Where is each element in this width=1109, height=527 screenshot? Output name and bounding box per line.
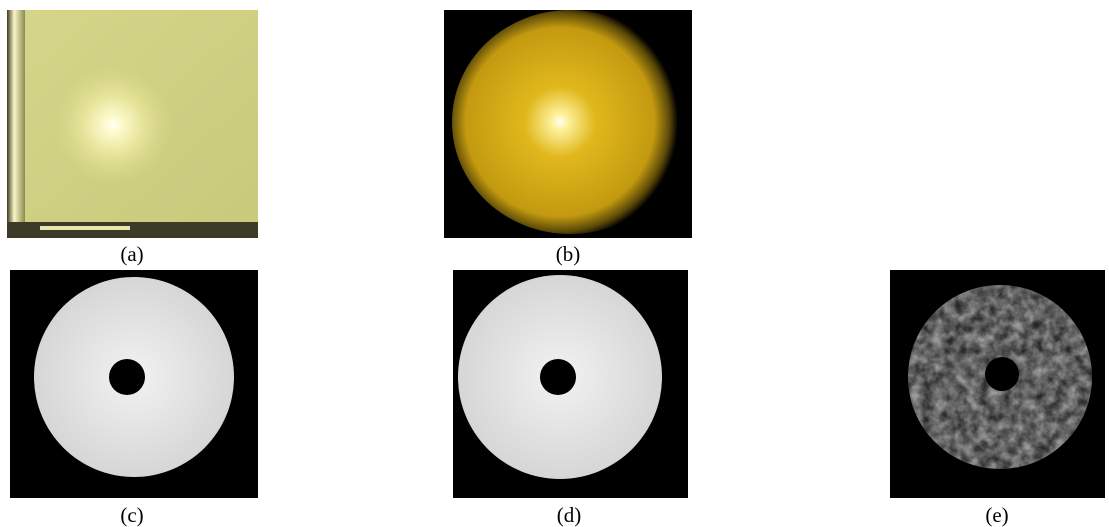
- figure: (a) (b) (c) (d) (e): [0, 0, 1109, 527]
- panel-label: (e): [985, 503, 1008, 527]
- panel-d: [453, 270, 688, 498]
- panel-label: (b): [556, 242, 581, 266]
- panel-a: [7, 10, 258, 238]
- panel-label: (a): [120, 242, 143, 266]
- panel-label: (c): [120, 503, 143, 527]
- panel-b: [444, 10, 692, 238]
- panel-c: [10, 270, 258, 498]
- panel-e: [890, 270, 1105, 498]
- panel-label: (d): [557, 503, 582, 527]
